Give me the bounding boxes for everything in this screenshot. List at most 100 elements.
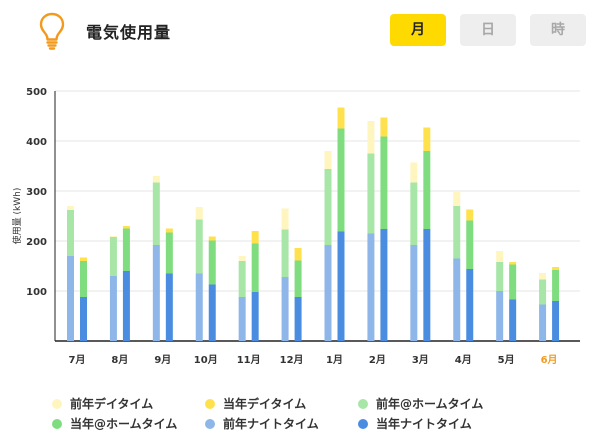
bar-segment[interactable]	[195, 273, 203, 342]
bar-segment[interactable]	[466, 209, 474, 221]
tab-hour[interactable]: 時	[530, 14, 586, 46]
bar-segment[interactable]	[410, 245, 418, 341]
legend-label: 前年@ホームタイム	[376, 397, 484, 411]
bar-segment[interactable]	[80, 297, 87, 341]
bar-segment[interactable]	[552, 270, 560, 301]
bar-segment[interactable]	[109, 276, 117, 341]
bar-segment[interactable]	[410, 182, 418, 246]
bar-segment[interactable]	[380, 229, 388, 341]
bar-segment[interactable]	[337, 107, 345, 129]
legend-item: 当年@ホームタイム	[52, 415, 177, 432]
x-tick-label: 10月	[194, 354, 218, 366]
legend-label: 前年ナイトタイム	[223, 417, 319, 431]
tab-month[interactable]: 月	[390, 14, 446, 46]
bar-segment[interactable]	[380, 136, 388, 230]
bar-segment[interactable]	[165, 273, 173, 342]
bar-segment[interactable]	[238, 256, 246, 261]
legend-swatch	[205, 398, 215, 409]
bar-segment[interactable]	[539, 304, 547, 342]
bar-segment[interactable]	[152, 245, 160, 341]
bar-segment[interactable]	[195, 207, 203, 220]
bar-segment[interactable]	[552, 301, 560, 341]
bar-segment[interactable]	[122, 271, 130, 341]
x-tick-label: 2月	[369, 354, 386, 366]
bar-segment[interactable]	[122, 226, 130, 229]
bar-segment[interactable]	[281, 229, 289, 278]
page-title: 電気使用量	[86, 23, 172, 42]
bar-segment[interactable]	[423, 229, 431, 341]
bar-segment[interactable]	[208, 236, 216, 241]
bar-segment[interactable]	[251, 231, 259, 244]
bar-segment[interactable]	[539, 273, 547, 280]
bar-segment[interactable]	[337, 128, 345, 232]
bar-segment[interactable]	[509, 299, 517, 342]
legend-item: 前年デイタイム	[52, 395, 153, 412]
bar-segment[interactable]	[109, 237, 117, 276]
legend-swatch	[52, 398, 62, 409]
bar-segment[interactable]	[238, 297, 246, 341]
bar-segment[interactable]	[324, 245, 332, 341]
x-tick-label: 7月	[69, 354, 86, 366]
bar-segment[interactable]	[552, 267, 560, 270]
bar-segment[interactable]	[453, 258, 461, 342]
legend: 前年デイタイム 当年デイタイム 前年@ホームタイム当年@ホームタイム 前年ナイトタイム…	[0, 392, 596, 442]
x-tick-label: 11月	[237, 354, 261, 366]
bar-segment[interactable]	[337, 231, 345, 342]
bar-segment[interactable]	[165, 232, 173, 274]
legend-label: 当年@ホームタイム	[70, 417, 178, 431]
bar-segment[interactable]	[67, 206, 74, 210]
bar-segment[interactable]	[152, 182, 160, 246]
bar-segment[interactable]	[496, 291, 504, 341]
bar-segment[interactable]	[122, 228, 130, 272]
bar-segment[interactable]	[324, 169, 332, 245]
bar-segment[interactable]	[509, 264, 517, 300]
bar-segment[interactable]	[294, 260, 302, 298]
bar-segment[interactable]	[453, 206, 461, 259]
x-tick-label: 8月	[111, 354, 128, 366]
legend-label: 当年デイタイム	[223, 397, 307, 411]
bar-segment[interactable]	[324, 151, 332, 169]
bar-segment[interactable]	[423, 127, 431, 152]
bar-segment[interactable]	[367, 153, 375, 234]
bar-segment[interactable]	[380, 117, 388, 137]
bar-segment[interactable]	[80, 257, 87, 262]
y-tick-label: 400	[26, 137, 47, 148]
legend-label: 前年デイタイム	[70, 397, 154, 411]
bar-segment[interactable]	[539, 279, 547, 305]
bar-segment[interactable]	[294, 248, 302, 261]
x-tick-label: 9月	[154, 354, 171, 366]
bar-segment[interactable]	[238, 261, 246, 297]
bar-segment[interactable]	[367, 233, 375, 342]
bar-segment[interactable]	[367, 121, 375, 154]
bar-segment[interactable]	[195, 219, 203, 274]
bar-segment[interactable]	[294, 297, 302, 341]
x-tick-label: 6月	[541, 354, 558, 366]
bar-segment[interactable]	[410, 162, 418, 183]
bar-segment[interactable]	[152, 176, 160, 183]
bar-segment[interactable]	[251, 292, 259, 341]
legend-swatch	[205, 418, 215, 429]
bar-segment[interactable]	[109, 236, 117, 237]
bar-segment[interactable]	[208, 284, 216, 342]
bar-segment[interactable]	[466, 220, 474, 270]
bar-segment[interactable]	[80, 261, 87, 297]
legend-item: 前年@ホームタイム	[358, 395, 483, 412]
bar-segment[interactable]	[165, 228, 173, 233]
y-tick-label: 100	[26, 287, 47, 298]
bar-segment[interactable]	[251, 243, 259, 293]
tab-day[interactable]: 日	[460, 14, 516, 46]
bar-segment[interactable]	[281, 208, 289, 230]
x-tick-label: 4月	[455, 354, 472, 366]
bar-segment[interactable]	[496, 251, 504, 262]
bar-segment[interactable]	[423, 151, 431, 229]
bar-segment[interactable]	[509, 262, 517, 265]
usage-chart: 100 200 300 400 500 使用量 (kWh) 7月 8月 9月 10月 11月 12月 1…	[11, 87, 580, 366]
bar-segment[interactable]	[281, 277, 289, 341]
y-tick-label: 200	[26, 237, 47, 248]
bar-segment[interactable]	[453, 191, 461, 206]
bar-segment[interactable]	[67, 256, 74, 341]
bar-segment[interactable]	[496, 262, 504, 291]
bar-segment[interactable]	[466, 269, 474, 341]
bar-segment[interactable]	[67, 210, 74, 256]
bar-segment[interactable]	[208, 240, 216, 285]
